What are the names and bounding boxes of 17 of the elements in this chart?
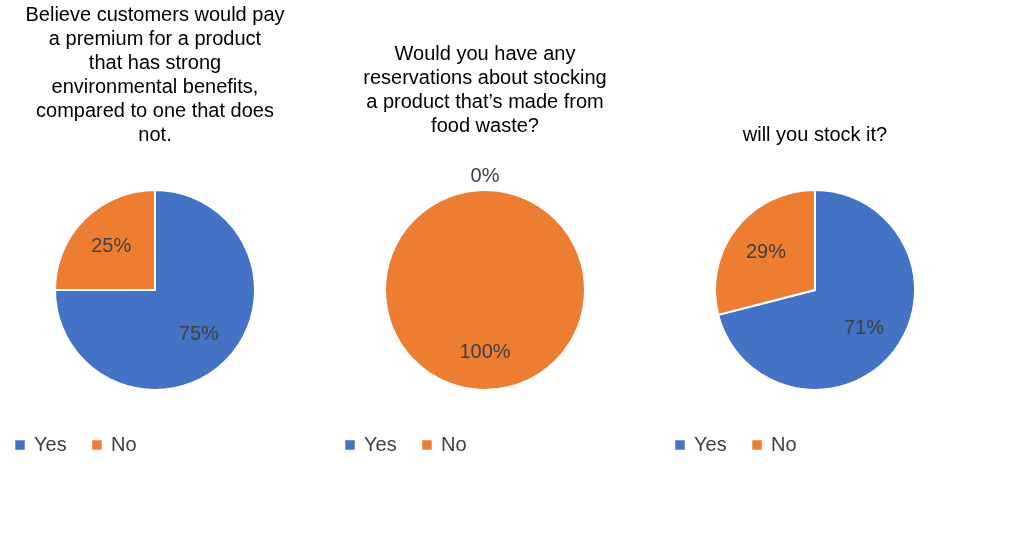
pie-slice <box>54 189 256 391</box>
data-label: 100% <box>459 340 511 362</box>
chart-title: will you stock it? <box>741 123 888 145</box>
data-label: 71% <box>843 316 885 338</box>
legend-label: No <box>111 433 137 455</box>
chart-title: Believe customers would pay a premium for a product that has strong environmental benefits, compared to one that does not. <box>25 3 285 145</box>
data-label: 25% <box>91 234 132 257</box>
legend-label: No <box>441 433 467 455</box>
text: 0% <box>470 164 500 186</box>
pie-slice <box>717 189 916 391</box>
legend-label: No <box>771 433 797 455</box>
data-label: 29% <box>745 240 787 262</box>
legend-label: Yes <box>364 433 397 455</box>
chart-title: Would you have any reservations about stocking a product that’s made from food waste? <box>363 42 607 136</box>
legend-label: Yes <box>694 433 727 455</box>
legend-label: Yes <box>34 433 67 455</box>
data-label: 75% <box>178 321 220 344</box>
